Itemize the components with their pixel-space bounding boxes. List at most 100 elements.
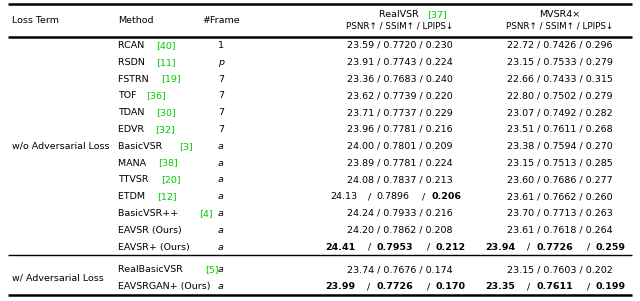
Text: a: a xyxy=(218,192,224,201)
Text: 23.71 / 0.7737 / 0.229: 23.71 / 0.7737 / 0.229 xyxy=(347,108,453,117)
Text: 23.51 / 0.7611 / 0.268: 23.51 / 0.7611 / 0.268 xyxy=(507,125,613,134)
Text: 23.94: 23.94 xyxy=(486,243,516,252)
Text: [4]: [4] xyxy=(200,209,213,218)
Text: [19]: [19] xyxy=(161,75,181,83)
Text: 24.24 / 0.7933 / 0.216: 24.24 / 0.7933 / 0.216 xyxy=(347,209,453,218)
Text: Loss Term: Loss Term xyxy=(12,16,59,25)
Text: [40]: [40] xyxy=(156,41,175,50)
Text: 0.212: 0.212 xyxy=(436,243,466,252)
Text: 23.96 / 0.7781 / 0.216: 23.96 / 0.7781 / 0.216 xyxy=(347,125,453,134)
Text: 0.7953: 0.7953 xyxy=(376,243,413,252)
Text: [20]: [20] xyxy=(161,175,181,184)
Text: 7: 7 xyxy=(218,108,224,117)
Text: BasicVSR++: BasicVSR++ xyxy=(118,209,181,218)
Text: [36]: [36] xyxy=(146,91,166,100)
Text: FSTRN: FSTRN xyxy=(118,75,152,83)
Text: 23.15 / 0.7603 / 0.202: 23.15 / 0.7603 / 0.202 xyxy=(507,265,613,274)
Text: a: a xyxy=(218,209,224,218)
Text: 24.13: 24.13 xyxy=(330,192,357,201)
Text: [30]: [30] xyxy=(156,108,175,117)
Text: p: p xyxy=(218,58,224,67)
Text: 22.72 / 0.7426 / 0.296: 22.72 / 0.7426 / 0.296 xyxy=(508,41,612,50)
Text: MANA: MANA xyxy=(118,159,149,167)
Text: 0.199: 0.199 xyxy=(595,282,626,291)
Text: 23.70 / 0.7713 / 0.263: 23.70 / 0.7713 / 0.263 xyxy=(507,209,613,218)
Text: 23.59 / 0.7720 / 0.230: 23.59 / 0.7720 / 0.230 xyxy=(347,41,453,50)
Text: [5]: [5] xyxy=(205,265,220,274)
Text: a: a xyxy=(218,159,224,167)
Text: 23.60 / 0.7686 / 0.277: 23.60 / 0.7686 / 0.277 xyxy=(507,175,613,184)
Text: 7: 7 xyxy=(218,125,224,134)
Text: 0.7896: 0.7896 xyxy=(377,192,410,201)
Text: 0.7726: 0.7726 xyxy=(376,282,413,291)
Text: RSDN: RSDN xyxy=(118,58,148,67)
Text: EAVSRGAN+ (Ours): EAVSRGAN+ (Ours) xyxy=(118,282,211,291)
Text: 7: 7 xyxy=(218,75,224,83)
Text: 24.08 / 0.7837 / 0.213: 24.08 / 0.7837 / 0.213 xyxy=(347,175,453,184)
Text: /: / xyxy=(424,282,433,291)
Text: 23.91 / 0.7743 / 0.224: 23.91 / 0.7743 / 0.224 xyxy=(347,58,453,67)
Text: w/ Adversarial Loss: w/ Adversarial Loss xyxy=(12,274,104,283)
Text: /: / xyxy=(419,192,429,201)
Text: TTVSR: TTVSR xyxy=(118,175,152,184)
Text: Method: Method xyxy=(118,16,154,25)
Text: 24.41: 24.41 xyxy=(326,243,356,252)
Text: 0.7611: 0.7611 xyxy=(536,282,573,291)
Text: [37]: [37] xyxy=(428,10,447,19)
Text: 23.74 / 0.7676 / 0.174: 23.74 / 0.7676 / 0.174 xyxy=(347,265,453,274)
Text: PSNR↑ / SSIM↑ / LPIPS↓: PSNR↑ / SSIM↑ / LPIPS↓ xyxy=(506,22,614,31)
Text: 7: 7 xyxy=(218,91,224,100)
Text: a: a xyxy=(218,142,224,151)
Text: [38]: [38] xyxy=(158,159,178,167)
Text: 23.62 / 0.7739 / 0.220: 23.62 / 0.7739 / 0.220 xyxy=(347,91,453,100)
Text: RealVSR: RealVSR xyxy=(379,10,421,19)
Text: 23.07 / 0.7492 / 0.282: 23.07 / 0.7492 / 0.282 xyxy=(507,108,613,117)
Text: /: / xyxy=(584,243,593,252)
Text: /: / xyxy=(364,282,374,291)
Text: TDAN: TDAN xyxy=(118,108,147,117)
Text: 24.00 / 0.7801 / 0.209: 24.00 / 0.7801 / 0.209 xyxy=(348,142,452,151)
Text: 23.38 / 0.7594 / 0.270: 23.38 / 0.7594 / 0.270 xyxy=(507,142,613,151)
Text: /: / xyxy=(584,282,593,291)
Text: RCAN: RCAN xyxy=(118,41,147,50)
Text: BasicVSR: BasicVSR xyxy=(118,142,165,151)
Text: 24.20 / 0.7862 / 0.208: 24.20 / 0.7862 / 0.208 xyxy=(348,226,452,235)
Text: a: a xyxy=(218,175,224,184)
Text: 1: 1 xyxy=(218,41,224,50)
Text: 22.66 / 0.7433 / 0.315: 22.66 / 0.7433 / 0.315 xyxy=(507,75,613,83)
Text: 23.35: 23.35 xyxy=(486,282,516,291)
Text: 0.206: 0.206 xyxy=(431,192,461,201)
Text: 23.36 / 0.7683 / 0.240: 23.36 / 0.7683 / 0.240 xyxy=(347,75,453,83)
Text: 22.80 / 0.7502 / 0.279: 22.80 / 0.7502 / 0.279 xyxy=(508,91,612,100)
Text: 23.61 / 0.7662 / 0.260: 23.61 / 0.7662 / 0.260 xyxy=(507,192,613,201)
Text: 23.99: 23.99 xyxy=(326,282,356,291)
Text: EAVSR+ (Ours): EAVSR+ (Ours) xyxy=(118,243,189,252)
Text: w/o Adversarial Loss: w/o Adversarial Loss xyxy=(12,142,109,151)
Text: 23.89 / 0.7781 / 0.224: 23.89 / 0.7781 / 0.224 xyxy=(347,159,453,167)
Text: 0.259: 0.259 xyxy=(596,243,626,252)
Text: a: a xyxy=(218,282,224,291)
Text: 23.15 / 0.7533 / 0.279: 23.15 / 0.7533 / 0.279 xyxy=(507,58,613,67)
Text: /: / xyxy=(365,243,374,252)
Text: [32]: [32] xyxy=(156,125,175,134)
Text: /: / xyxy=(524,282,534,291)
Text: 23.61 / 0.7618 / 0.264: 23.61 / 0.7618 / 0.264 xyxy=(507,226,613,235)
Text: a: a xyxy=(218,265,224,274)
Text: a: a xyxy=(218,226,224,235)
Text: TOF: TOF xyxy=(118,91,140,100)
Text: 0.7726: 0.7726 xyxy=(536,243,573,252)
Text: [12]: [12] xyxy=(157,192,177,201)
Text: 0.170: 0.170 xyxy=(436,282,466,291)
Text: /: / xyxy=(424,243,433,252)
Text: PSNR↑ / SSIM↑ / LPIPS↓: PSNR↑ / SSIM↑ / LPIPS↓ xyxy=(346,22,454,31)
Text: 23.15 / 0.7513 / 0.285: 23.15 / 0.7513 / 0.285 xyxy=(507,159,613,167)
Text: RealBasicVSR: RealBasicVSR xyxy=(118,265,186,274)
Text: /: / xyxy=(524,243,534,252)
Text: /: / xyxy=(365,192,374,201)
Text: [3]: [3] xyxy=(179,142,193,151)
Text: a: a xyxy=(218,243,224,252)
Text: ETDM: ETDM xyxy=(118,192,148,201)
Text: #Frame: #Frame xyxy=(202,16,240,25)
Text: [11]: [11] xyxy=(157,58,176,67)
Text: EAVSR (Ours): EAVSR (Ours) xyxy=(118,226,182,235)
